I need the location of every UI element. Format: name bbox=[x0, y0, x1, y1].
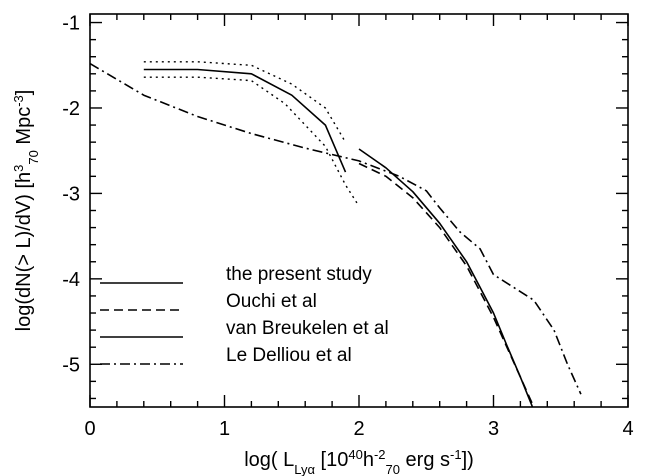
series-line-bound-2 bbox=[143, 76, 360, 207]
legend-label-le-delliou-et-al: Le Delliou et al bbox=[226, 345, 352, 366]
legend-label-the-present-study: the present study bbox=[226, 264, 372, 285]
y-tick-label: -2 bbox=[62, 98, 80, 120]
y-tick-label: -3 bbox=[62, 183, 80, 205]
series-line-ouchi-et-al bbox=[358, 162, 535, 407]
plot-frame bbox=[89, 13, 629, 408]
series-layer bbox=[90, 61, 582, 407]
y-tick-label: -4 bbox=[62, 269, 80, 291]
x-tick-label: 1 bbox=[219, 418, 230, 440]
legend-label-van-breukelen-et-al: van Breukelen et al bbox=[226, 318, 389, 339]
y-axis-label: log(dN(> L)/dV) [h370 Mpc-3] bbox=[11, 90, 41, 332]
y-tick-label: -1 bbox=[62, 13, 80, 35]
legend-label-ouchi-et-al: Ouchi et al bbox=[226, 291, 317, 312]
y-tick-label: -5 bbox=[62, 354, 80, 376]
x-tick-label: 2 bbox=[353, 418, 364, 440]
x-tick-label: 0 bbox=[84, 418, 95, 440]
series-line-le-delliou-et-al bbox=[90, 62, 582, 395]
x-axis-label: log( LLyα [1040h-270 erg s-1]) bbox=[244, 447, 474, 476]
x-tick-label: 4 bbox=[622, 418, 633, 440]
series-line-the-present-study bbox=[143, 68, 347, 173]
x-tick-label: 3 bbox=[488, 418, 499, 440]
axis-ticks: 0 1 2 3 4 -1 -2 -3 -4 -5 bbox=[62, 13, 633, 440]
legend: the present study Ouchi et al van Breukele… bbox=[100, 264, 389, 366]
series-line-van-breukelen-et-al bbox=[358, 148, 534, 407]
